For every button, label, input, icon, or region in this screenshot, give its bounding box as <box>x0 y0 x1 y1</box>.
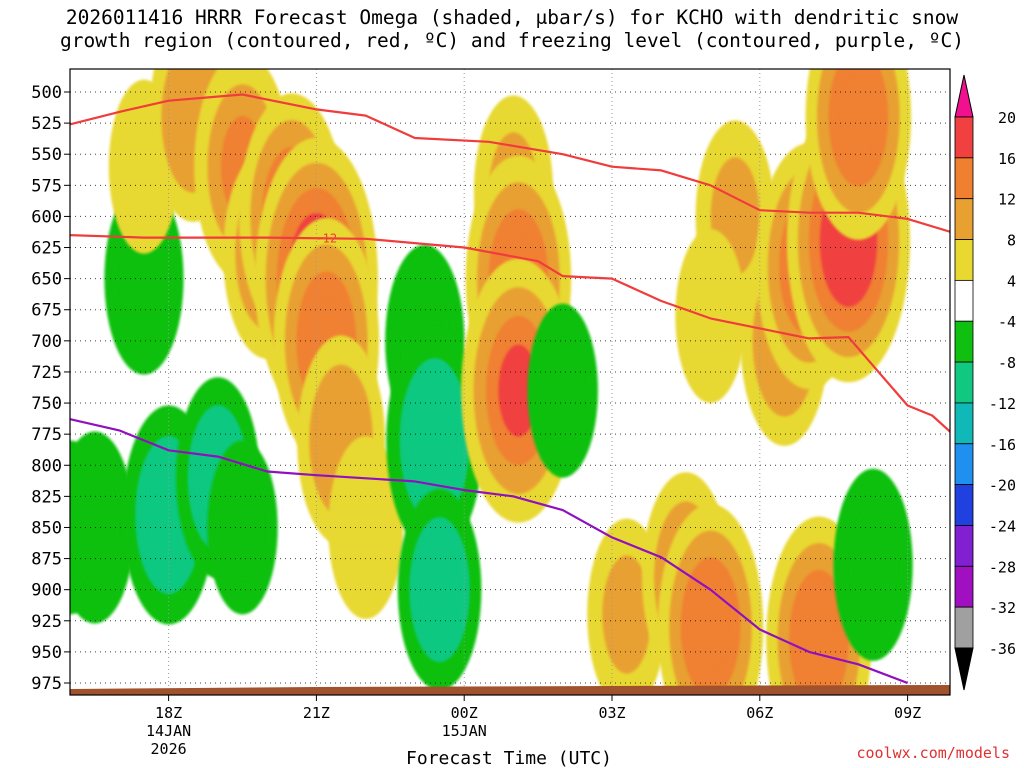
omega-cell <box>207 440 278 615</box>
colorbar-label: 20 <box>998 109 1016 127</box>
x-axis-label: Forecast Time (UTC) <box>406 748 612 768</box>
y-tick-label: 850 <box>31 518 62 538</box>
contour-label: -12 <box>315 232 337 246</box>
omega-cell-band <box>413 389 457 492</box>
y-tick-label: 725 <box>31 363 62 383</box>
omega-cell <box>675 228 746 403</box>
omega-field <box>70 69 913 695</box>
colorbar-box <box>954 402 974 445</box>
colorbar: 20 16 12 8 4 -4 -8 -12 -16 -20 -24 -28 -32 -36 <box>954 74 1016 691</box>
credit-text: coolwx.com/models <box>856 744 1010 762</box>
y-tick-label: 800 <box>31 456 62 476</box>
y-tick-label: 950 <box>31 643 62 663</box>
colorbar-box <box>954 279 974 322</box>
terrain-strip <box>70 685 950 695</box>
colorbar-box <box>954 320 974 363</box>
freezing-level-contour <box>70 418 908 685</box>
colorbar-top-triangle <box>954 74 974 118</box>
colorbar-label: -16 <box>989 436 1016 454</box>
omega-cell <box>527 303 598 478</box>
x-tick-label: 18Z <box>155 704 182 722</box>
colorbar-box <box>954 565 974 608</box>
omega-cell <box>833 468 913 661</box>
y-tick-label: 575 <box>31 176 62 196</box>
y-tick-label: 625 <box>31 239 62 259</box>
colorbar-box <box>954 484 974 526</box>
y-tick-label: 925 <box>31 612 62 632</box>
y-tick-label: 975 <box>31 674 62 694</box>
colorbar-label: 16 <box>998 150 1016 168</box>
ground-surface <box>70 685 950 695</box>
colorbar-label: -8 <box>998 354 1016 372</box>
y-tick-label: 525 <box>31 114 62 134</box>
colorbar-label: -36 <box>989 640 1016 658</box>
colorbar-box <box>954 606 974 649</box>
colorbar-box <box>954 525 974 567</box>
y-tick-label: 700 <box>31 332 62 352</box>
y-tick-label: 900 <box>31 581 62 601</box>
y-tick-label: 875 <box>31 550 62 570</box>
omega-cell <box>805 69 912 240</box>
colorbar-bottom-triangle <box>954 647 974 691</box>
x-tick-label: 00Z <box>451 704 478 722</box>
omega-cell-band <box>800 596 838 683</box>
dgz-contour-lower <box>70 233 950 434</box>
omega-cell-band <box>420 544 459 635</box>
dgz-contour-upper <box>70 93 950 233</box>
colorbar-box <box>954 361 974 404</box>
colorbar-label: 8 <box>1007 232 1016 250</box>
colorbar-label: -12 <box>989 395 1016 413</box>
colorbar-label: -24 <box>989 517 1016 535</box>
y-tick-label: 650 <box>31 270 62 290</box>
x-tick-label: 09Z <box>894 704 921 722</box>
plot-frame <box>69 68 951 696</box>
omega-cell-band <box>220 473 265 581</box>
colorbar-box <box>954 443 974 486</box>
y-tick-label: 600 <box>31 207 62 227</box>
colorbar-label: 12 <box>998 191 1016 209</box>
y-tick-label: 500 <box>31 83 62 103</box>
omega-cell-band <box>541 337 585 445</box>
colorbar-box <box>954 239 974 281</box>
omega-cell-band <box>848 505 898 624</box>
y-tick-label: 775 <box>31 425 62 445</box>
y-tick-label: 825 <box>31 487 62 507</box>
chart-title-line1: 2026011416 HRRR Forecast Omega (shaded, … <box>65 6 959 29</box>
omega-cell-band <box>839 74 877 160</box>
y-tick-label: 750 <box>31 394 62 414</box>
x-tick-label: 06Z <box>746 704 773 722</box>
x-tick-date: 15JAN <box>442 722 487 740</box>
colorbar-label: -20 <box>989 477 1016 495</box>
chart-title-line2: growth region (contoured, red, ºC) and f… <box>60 29 964 52</box>
colorbar-label: -4 <box>998 313 1016 331</box>
omega-cell-band <box>119 219 169 338</box>
colorbar-label: -32 <box>989 599 1016 617</box>
colorbar-label: 4 <box>1007 272 1016 290</box>
omega-cell <box>70 431 135 624</box>
omega-cell-band <box>688 262 733 370</box>
contours: -12 <box>70 93 950 685</box>
omega-cell-band <box>70 468 120 587</box>
y-tick-label: 675 <box>31 301 62 321</box>
colorbar-box <box>954 116 974 159</box>
y-axis: 500 525 550 575 600 625 650 675 700 725 750 775 800 8… <box>31 83 70 694</box>
x-tick-label: 21Z <box>303 704 330 722</box>
colorbar-box <box>954 157 974 200</box>
x-tick-label: 03Z <box>598 704 625 722</box>
omega-cell-band <box>692 584 729 670</box>
chart-title: 2026011416 HRRR Forecast Omega (shaded, … <box>0 6 1024 52</box>
omega-cell <box>397 489 482 691</box>
colorbar-label: -28 <box>989 558 1016 576</box>
omega-cell <box>657 504 764 695</box>
omega-cell-band <box>602 555 652 674</box>
omega-cell-band <box>498 344 539 437</box>
y-tick-label: 550 <box>31 145 62 165</box>
x-tick-year: 2026 <box>151 740 187 758</box>
colorbar-box <box>954 198 974 240</box>
x-tick-date: 14JAN <box>146 722 191 740</box>
